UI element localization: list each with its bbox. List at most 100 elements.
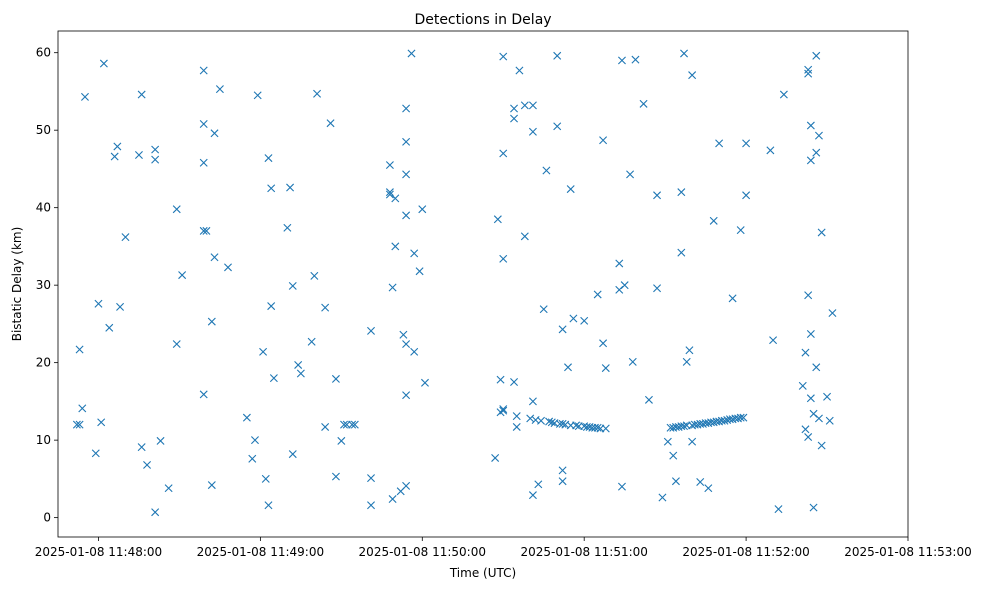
data-point	[80, 92, 89, 101]
y-axis-ticks: 0 10 20 30 40 50 60	[36, 46, 58, 525]
data-point	[143, 460, 152, 469]
data-point	[593, 290, 602, 299]
data-point	[151, 155, 160, 164]
data-point	[688, 71, 697, 80]
data-point	[388, 283, 397, 292]
y-tick-label: 10	[36, 433, 51, 447]
data-point	[151, 508, 160, 517]
data-point	[283, 223, 292, 232]
data-point	[774, 505, 783, 514]
data-point	[617, 482, 626, 491]
y-tick-label: 50	[36, 123, 51, 137]
data-point	[806, 394, 815, 403]
data-point	[267, 302, 276, 311]
x-tick-label: 2025-01-08 11:53:00	[844, 545, 971, 559]
data-point	[812, 148, 821, 157]
data-point	[804, 69, 813, 78]
data-point	[572, 421, 581, 430]
data-point	[620, 281, 629, 290]
x-tick-label: 2025-01-08 11:50:00	[359, 545, 486, 559]
data-point	[496, 375, 505, 384]
data-point	[528, 397, 537, 406]
data-point	[537, 416, 546, 425]
data-point	[178, 271, 187, 280]
data-point	[806, 121, 815, 130]
data-point	[267, 184, 276, 193]
data-point	[626, 170, 635, 179]
x-tick-label: 2025-01-08 11:51:00	[520, 545, 647, 559]
data-point	[105, 323, 114, 332]
data-point	[512, 422, 521, 431]
data-point	[558, 477, 567, 486]
data-point	[385, 161, 394, 170]
data-point	[720, 416, 729, 425]
data-point	[337, 436, 346, 445]
data-point	[367, 326, 376, 335]
data-point	[391, 242, 400, 251]
data-point	[199, 226, 208, 235]
data-point	[814, 131, 823, 140]
data-point	[558, 466, 567, 475]
x-axis-label: Time (UTC)	[449, 566, 516, 580]
x-axis-ticks: 2025-01-08 11:48:00 2025-01-08 11:49:00 20…	[35, 537, 972, 559]
y-tick-label: 30	[36, 278, 51, 292]
data-point	[704, 484, 713, 493]
data-point	[682, 357, 691, 366]
data-point	[688, 437, 697, 446]
data-point	[615, 259, 624, 268]
y-axis-label: Bistatic Delay (km)	[10, 227, 24, 342]
data-point	[493, 215, 502, 224]
data-point	[520, 232, 529, 241]
data-point	[804, 433, 813, 442]
data-point	[248, 454, 257, 463]
data-point	[599, 339, 608, 348]
data-point	[564, 363, 572, 372]
y-tick-label: 0	[43, 511, 51, 525]
data-point	[407, 49, 416, 58]
data-point	[696, 477, 705, 486]
data-point	[348, 420, 357, 429]
data-point	[199, 66, 208, 75]
data-point	[402, 170, 411, 179]
chart-title: Detections in Delay	[414, 12, 551, 28]
data-point	[528, 101, 537, 110]
data-point	[296, 369, 305, 378]
data-point	[553, 51, 562, 60]
data-point	[491, 453, 500, 462]
data-point	[331, 374, 340, 383]
data-point	[78, 404, 87, 413]
data-point	[402, 340, 411, 349]
data-point	[828, 309, 837, 318]
data-point	[512, 412, 521, 421]
data-point	[367, 501, 376, 510]
data-point	[399, 330, 408, 339]
data-point	[566, 185, 575, 194]
data-point	[639, 99, 648, 108]
data-point	[91, 449, 100, 458]
data-point	[137, 443, 146, 452]
data-point	[547, 418, 556, 427]
data-point	[809, 503, 818, 512]
data-point	[250, 436, 259, 445]
data-point	[269, 374, 278, 383]
data-point	[199, 158, 208, 167]
data-point	[653, 191, 662, 200]
data-point	[736, 226, 745, 235]
data-point	[242, 413, 251, 422]
data-point	[402, 137, 411, 146]
data-point	[742, 139, 751, 148]
data-point	[801, 348, 810, 357]
data-point	[253, 91, 262, 100]
data-point	[558, 325, 567, 334]
data-point	[779, 90, 788, 99]
data-point	[307, 337, 316, 346]
data-point	[321, 303, 330, 312]
data-point	[121, 233, 130, 242]
data-point	[685, 346, 694, 355]
data-point	[644, 395, 653, 404]
data-point	[420, 378, 429, 387]
data-point	[510, 104, 519, 113]
data-point	[742, 191, 751, 200]
data-point	[728, 294, 737, 303]
data-point	[410, 347, 419, 356]
